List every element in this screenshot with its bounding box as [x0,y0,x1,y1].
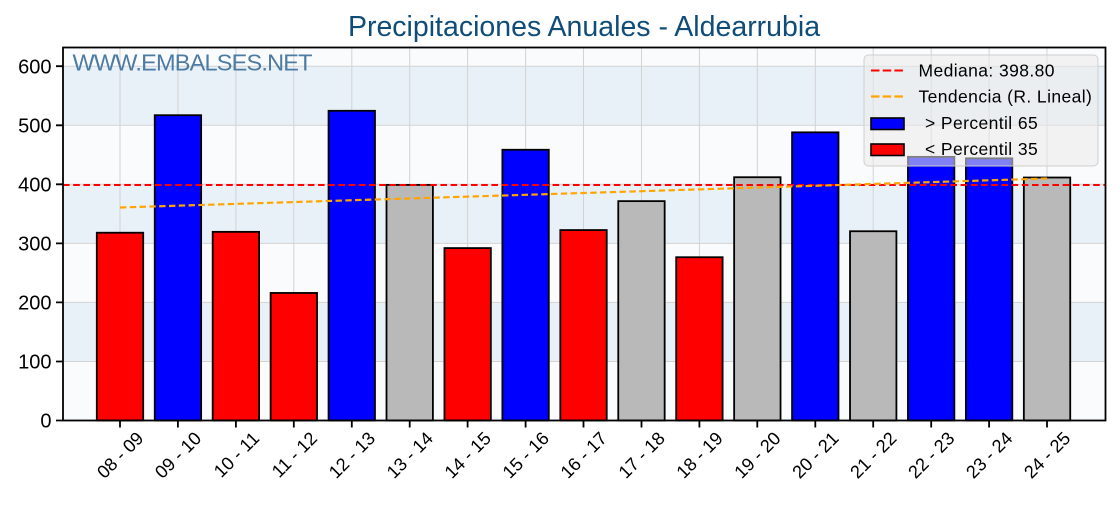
svg-text:200: 200 [18,293,51,315]
svg-text:300: 300 [18,234,51,256]
svg-text:WWW.EMBALSES.NET: WWW.EMBALSES.NET [73,50,313,76]
svg-text:100: 100 [18,352,51,374]
svg-text:400: 400 [18,175,51,197]
svg-text:0: 0 [40,411,51,433]
svg-text:Tendencia (R. Lineal): Tendencia (R. Lineal) [919,87,1093,107]
svg-text:Mediana: 398.80: Mediana: 398.80 [919,61,1055,81]
svg-text:500: 500 [18,116,51,138]
svg-text:Precipitaciones Anuales - Alde: Precipitaciones Anuales - Aldearrubia [348,11,820,43]
svg-text:600: 600 [18,56,51,78]
svg-text:< Percentil 35: < Percentil 35 [925,139,1038,159]
svg-text:> Percentil 65: > Percentil 65 [925,113,1038,133]
